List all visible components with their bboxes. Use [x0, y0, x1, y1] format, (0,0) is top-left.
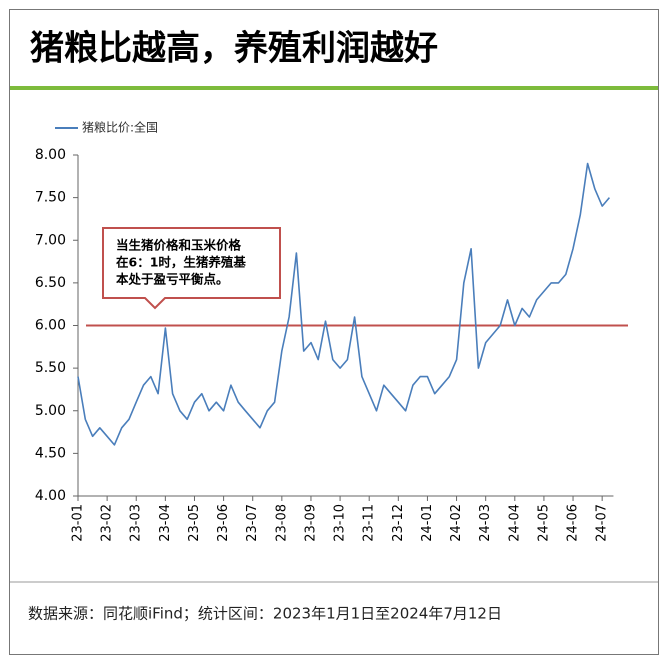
x-tick-label: 23-05: [187, 504, 202, 542]
x-tick-label: 24-05: [536, 504, 551, 542]
x-tick-label: 24-04: [507, 504, 522, 542]
annotation-box: [102, 227, 281, 310]
x-tick-label: 23-07: [245, 504, 260, 542]
y-tick-label: 4.50: [35, 445, 66, 461]
x-tick-label: 23-09: [303, 504, 318, 542]
x-tick-label: 23-11: [362, 504, 377, 542]
legend-label: 猪粮比价:全国: [82, 120, 158, 135]
annotation-text: 本处于盈亏平衡点。: [116, 272, 229, 287]
y-tick-label: 5.50: [35, 360, 66, 376]
x-tick-label: 23-08: [274, 504, 289, 542]
y-tick-label: 7.00: [35, 232, 66, 248]
annotation-text: 当生猪价格和玉米价格: [116, 238, 242, 253]
x-tick-label: 23-06: [216, 504, 231, 542]
x-tick-label: 24-01: [420, 504, 435, 542]
x-tick-label: 24-06: [566, 504, 581, 542]
x-tick-label: 23-12: [391, 504, 406, 542]
x-tick-label: 23-10: [333, 504, 348, 542]
y-tick-label: 4.00: [35, 488, 66, 504]
y-tick-label: 6.50: [35, 275, 66, 291]
footer-source: 数据来源：同花顺iFind；统计区间：2023年1月1日至2024年7月12日: [28, 605, 502, 623]
x-tick-label: 23-01: [71, 504, 86, 542]
x-tick-label: 23-03: [129, 504, 144, 542]
annotation-text: 在6：1时，生猪养殖基: [116, 255, 246, 270]
x-tick-label: 24-02: [449, 504, 464, 542]
x-tick-label: 23-04: [158, 504, 173, 542]
y-tick-label: 8.00: [35, 147, 66, 163]
y-tick-label: 5.00: [35, 403, 66, 419]
x-tick-label: 23-02: [100, 504, 115, 542]
series-line: [77, 162, 611, 446]
chart-title: 猪粮比越高，养殖利润越好: [30, 29, 438, 69]
x-tick-label: 24-03: [478, 504, 493, 542]
frame: [9, 9, 659, 655]
x-tick-label: 24-07: [595, 504, 610, 542]
y-tick-label: 7.50: [35, 190, 66, 206]
y-tick-label: 6.00: [35, 318, 66, 334]
